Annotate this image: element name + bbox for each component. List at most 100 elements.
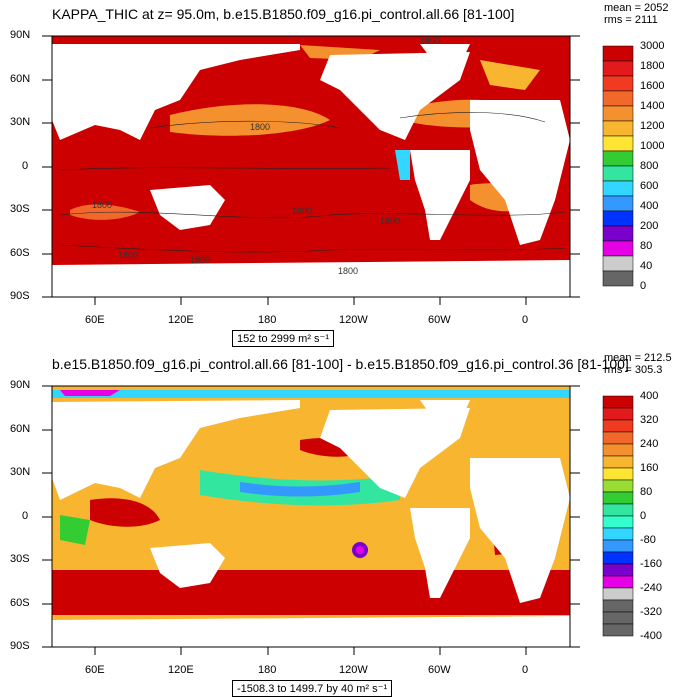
colorbar-swatch [602,165,634,182]
top-lon-60w: 60W [428,314,451,326]
colorbar-label: -240 [640,581,663,594]
colorbar-swatch [602,180,634,197]
colorbar-swatch [602,431,634,445]
bottom-rms: rms = 305.3 [604,364,663,376]
colorbar-label: 1600 [640,79,665,92]
colorbar-label: 0 [640,509,647,522]
bottom-lon-120w: 120W [339,664,368,676]
contour-label: 1800 [338,266,358,276]
colorbar-swatch [602,479,634,493]
colorbar-swatch [602,515,634,529]
colorbar-swatch [602,623,634,637]
top-lon-0: 0 [522,314,529,326]
colorbar-label: 200 [640,219,659,232]
bottom-lon-120e: 120E [168,664,194,676]
colorbar-swatch [602,120,634,137]
bottom-lat-30s: 30S [10,553,30,565]
colorbar-swatch [602,270,634,287]
bottom-lat-90n: 90N [10,379,31,391]
colorbar-swatch [602,75,634,92]
colorbar-label: 320 [640,413,659,426]
colorbar-swatch [602,491,634,505]
top-mean: mean = 2052 [604,2,669,14]
colorbar-label: 40 [640,259,653,272]
colorbar-swatch [602,105,634,122]
contour-label: 1800 [292,206,312,216]
bottom-range-label: -1508.3 to 1499.7 by 40 m² s⁻¹ [232,680,393,697]
colorbar-swatch [602,135,634,152]
top-lat-60s: 60S [10,247,30,259]
bottom-map [42,385,634,655]
bottom-lat-0: 0 [22,510,29,522]
contour-label: 1800 [118,250,138,260]
colorbar-swatch [602,45,634,62]
top-colorbar [602,45,634,287]
bottom-lon-60e: 60E [85,664,105,676]
colorbar-swatch [602,539,634,553]
colorbar-swatch [602,255,634,272]
top-rms: rms = 2111 [604,14,658,26]
bottom-lat-30n: 30N [10,466,31,478]
contour-label: 1800 [190,255,210,265]
colorbar-label: 0 [640,279,647,292]
colorbar-label: 400 [640,390,659,402]
contour-label: 1800 [250,122,270,132]
colorbar-label: 80 [640,485,653,498]
colorbar-swatch [602,195,634,212]
top-lat-90s: 90S [10,290,30,302]
colorbar-swatch [602,587,634,601]
colorbar-label: 600 [640,179,659,192]
top-lat-0: 0 [22,160,29,172]
colorbar-label: 400 [640,199,659,212]
bottom-lat-90s: 90S [10,640,30,652]
colorbar-label: -80 [640,533,656,546]
colorbar-swatch [602,455,634,469]
bottom-panel: b.e15.B1850.f09_g16.pi_control.all.66 [8… [0,350,700,700]
colorbar-label: -400 [640,629,663,642]
bottom-colorbar [602,395,634,637]
top-contour-labels: 1800 1800 1800 1800 1800 1800 1800 1800 [92,36,440,276]
colorbar-swatch [602,407,634,421]
colorbar-swatch [602,599,634,613]
top-lon-120w: 120W [339,314,368,326]
contour-label: 1800 [380,216,400,226]
colorbar-swatch [602,563,634,577]
colorbar-label: 80 [640,239,653,252]
colorbar-swatch [602,551,634,565]
contour-label: 1800 [420,36,440,46]
top-lon-120e: 120E [168,314,194,326]
colorbar-swatch [602,150,634,167]
bottom-lat-60s: 60S [10,597,30,609]
colorbar-swatch [602,527,634,541]
bottom-mean: mean = 212.5 [604,352,672,364]
bottom-lat-60n: 60N [10,423,31,435]
top-lon-180: 180 [258,314,277,326]
colorbar-label: -320 [640,605,663,618]
bottom-lon-0: 0 [522,664,529,676]
top-land [52,44,570,297]
colorbar-label: 160 [640,461,659,474]
bottom-lon-180: 180 [258,664,277,676]
bottom-land [52,400,570,647]
colorbar-swatch [602,503,634,517]
colorbar-swatch [602,419,634,433]
top-lat-90n: 90N [10,29,31,41]
top-lat-60n: 60N [10,73,31,85]
top-lat-30s: 30S [10,203,30,215]
colorbar-label: 1000 [640,139,665,152]
colorbar-swatch [602,443,634,457]
colorbar-swatch [602,611,634,625]
colorbar-label: 3000 [640,40,665,52]
top-title: KAPPA_THIC at z= 95.0m, b.e15.B1850.f09_… [52,6,515,22]
colorbar-swatch [602,210,634,227]
bottom-title: b.e15.B1850.f09_g16.pi_control.all.66 [8… [52,356,629,372]
contour-label: 1800 [92,200,112,210]
colorbar-swatch [602,90,634,107]
bottom-lon-60w: 60W [428,664,451,676]
colorbar-swatch [602,240,634,257]
colorbar-label: 800 [640,159,659,172]
colorbar-swatch [602,225,634,242]
top-contours [59,112,566,253]
top-range-label: 152 to 2999 m² s⁻¹ [232,330,335,347]
colorbar-label: -160 [640,557,663,570]
